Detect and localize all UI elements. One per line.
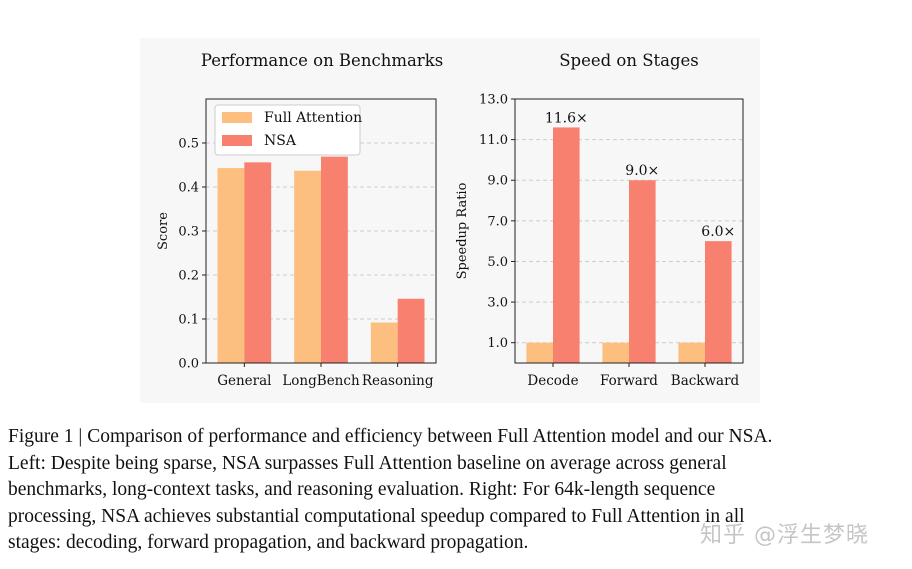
y-tick-label: 1.0	[487, 336, 508, 351]
data-labels: 11.6× 9.0× 6.0×	[545, 110, 735, 240]
x-tick-label: Backward	[671, 373, 740, 389]
x-tick-labels: General LongBench Reasoning	[217, 363, 434, 389]
y-axis-label: Speedup Ratio	[455, 182, 470, 279]
bar-full-attention	[294, 170, 321, 363]
caption-line: Figure 1 | Comparison of performance and…	[8, 426, 773, 447]
legend-swatch	[222, 135, 252, 146]
bar-nsa	[705, 241, 732, 363]
y-tick-label: 3.0	[487, 296, 508, 311]
chart-title: Speed on Stages	[559, 51, 699, 70]
y-tick-label: 9.0	[487, 174, 508, 189]
caption-line: benchmarks, long-context tasks, and reas…	[8, 479, 716, 500]
caption-line: processing, NSA achieves substantial com…	[8, 505, 745, 527]
y-tick-label: 0.0	[178, 357, 199, 372]
y-tick-labels: 0.0 0.1 0.2 0.3 0.4 0.5	[178, 137, 206, 372]
chart-title: Performance on Benchmarks	[201, 51, 443, 70]
x-tick-label: Decode	[527, 373, 578, 389]
speed-chart: Speed on Stages 1.03.05.07.09.011.013.0 …	[455, 51, 744, 389]
figure: Performance on Benchmarks 0.00.10.20.30.…	[156, 51, 744, 389]
x-tick-label: LongBench	[282, 373, 360, 389]
x-tick-label: Reasoning	[362, 373, 434, 389]
y-tick-label: 0.4	[178, 181, 199, 196]
caption-line: stages: decoding, forward propagation, a…	[8, 532, 529, 553]
bar-full-attention	[602, 342, 629, 363]
y-axis-label: Score	[156, 212, 171, 250]
caption-line: Left: Despite being sparse, NSA surpasse…	[8, 452, 727, 474]
figure-caption: Figure 1 | Comparison of performance and…	[8, 424, 898, 557]
data-label: 9.0×	[625, 163, 659, 179]
x-tick-label: General	[217, 373, 271, 389]
x-tick-label: Forward	[600, 373, 658, 389]
legend: Full Attention NSA	[214, 104, 362, 156]
bar-full-attention	[526, 342, 553, 363]
y-tick-labels: 1.0 3.0 5.0 7.0 9.0 11.0 13.0	[479, 93, 515, 351]
y-tick-label: 0.1	[178, 313, 199, 328]
y-tick-label: 11.0	[479, 133, 508, 148]
x-tick-labels: Decode Forward Backward	[527, 363, 740, 389]
y-tick-label: 13.0	[479, 93, 508, 108]
bar-nsa	[553, 127, 580, 363]
benchmark-chart: Performance on Benchmarks 0.00.10.20.30.…	[156, 51, 443, 389]
y-tick-label: 0.5	[178, 137, 199, 152]
y-tick-label: 7.0	[487, 214, 508, 229]
bars	[217, 156, 425, 363]
legend-swatch	[222, 112, 252, 123]
data-label: 6.0×	[701, 224, 735, 240]
bar-full-attention	[678, 342, 705, 363]
bar-nsa	[629, 180, 656, 363]
bars	[526, 127, 732, 363]
bar-nsa	[244, 162, 272, 363]
y-tick-label: 0.2	[178, 269, 199, 284]
watermark: 知乎 @浮生梦晓	[700, 523, 869, 548]
y-tick-label: 0.3	[178, 225, 199, 240]
legend-label: Full Attention	[264, 110, 362, 126]
bar-nsa	[321, 156, 348, 363]
bar-nsa	[397, 298, 425, 363]
data-label: 11.6×	[545, 110, 588, 126]
y-tick-label: 5.0	[487, 255, 508, 270]
bar-full-attention	[217, 168, 245, 363]
bar-full-attention	[370, 322, 398, 363]
legend-label: NSA	[264, 133, 297, 149]
